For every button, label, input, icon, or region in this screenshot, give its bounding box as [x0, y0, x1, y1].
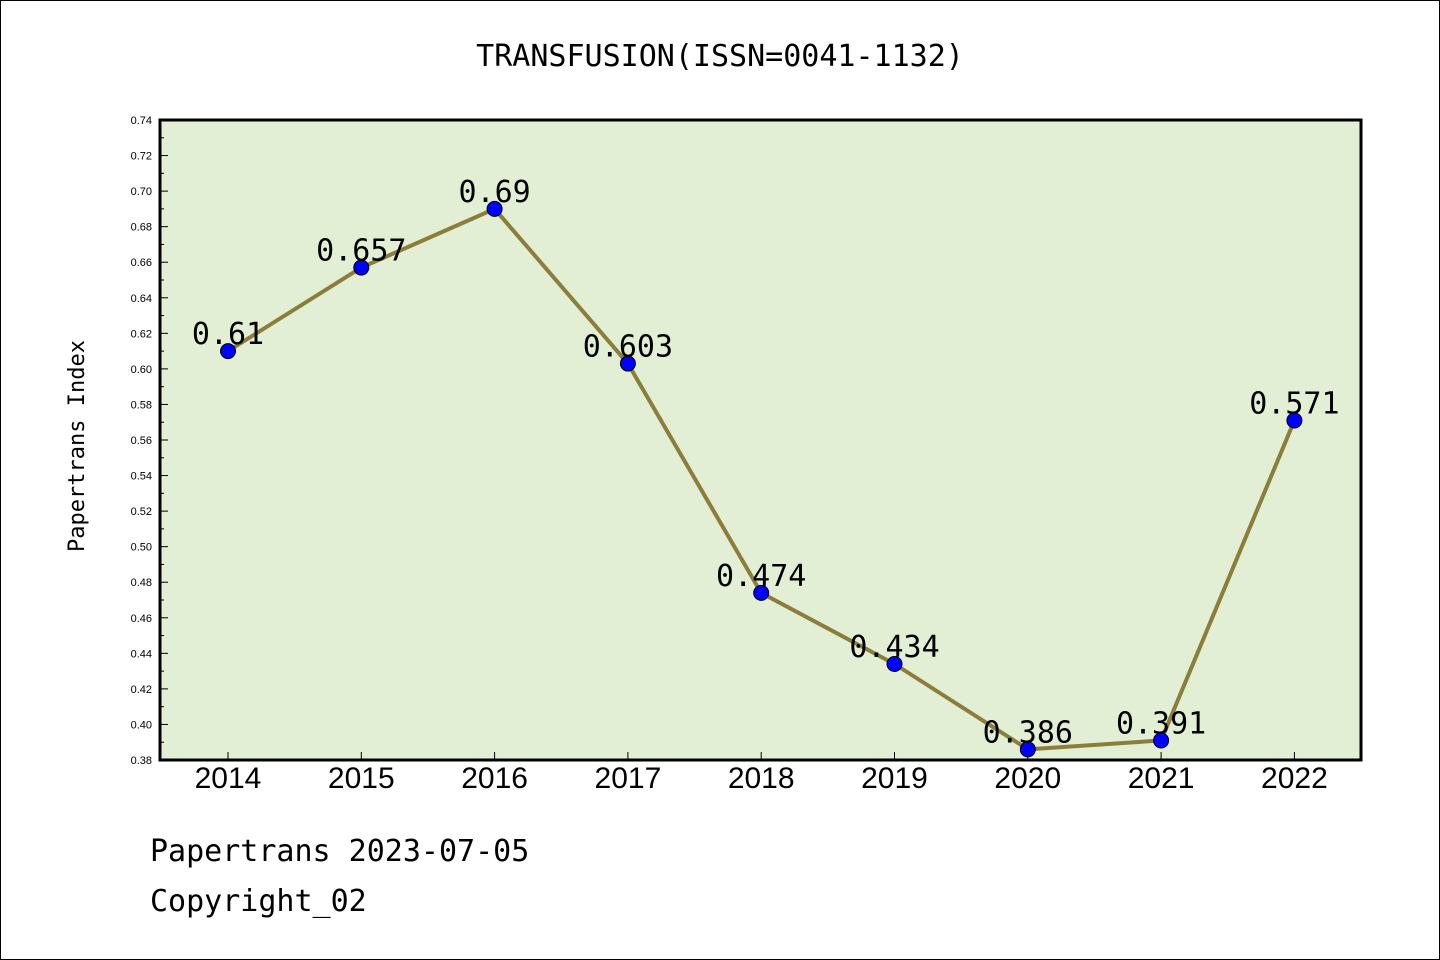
- data-label: 0.657: [316, 234, 406, 269]
- y-tick-label: 0.64: [131, 293, 152, 305]
- x-tick-label: 2020: [994, 762, 1061, 795]
- y-tick-label: 0.70: [131, 186, 152, 198]
- data-point: [1019, 741, 1036, 758]
- data-label: 0.434: [849, 630, 939, 665]
- data-label: 0.61: [192, 317, 264, 352]
- y-tick-label: 0.52: [131, 506, 152, 518]
- y-tick-label: 0.62: [131, 328, 152, 340]
- y-tick-label: 0.54: [131, 471, 152, 483]
- data-label: 0.69: [458, 175, 530, 210]
- y-tick-label: 0.46: [131, 613, 152, 625]
- data-point: [753, 584, 770, 601]
- plot-area: [158, 118, 1363, 762]
- footer-copyright: Copyright_02: [150, 884, 367, 919]
- x-tick-label: 2016: [461, 762, 528, 795]
- data-label: 0.474: [716, 559, 806, 594]
- y-tick-label: 0.38: [131, 755, 152, 767]
- data-point: [353, 259, 370, 276]
- chart-title: TRANSFUSION(ISSN=0041-1132): [476, 39, 964, 74]
- x-tick-label: 2017: [595, 762, 662, 795]
- y-tick-label: 0.48: [131, 577, 152, 589]
- x-tick-label: 2022: [1261, 762, 1328, 795]
- data-point: [1153, 732, 1170, 749]
- y-tick-label: 0.72: [131, 151, 152, 163]
- x-tick-label: 2015: [328, 762, 395, 795]
- y-tick-label: 0.68: [131, 222, 152, 234]
- data-label: 0.391: [1116, 706, 1206, 741]
- data-point: [619, 355, 636, 372]
- x-tick-label: 2019: [861, 762, 928, 795]
- data-label: 0.386: [983, 715, 1073, 750]
- data-point: [1286, 412, 1303, 429]
- data-point: [220, 343, 236, 360]
- y-tick-label: 0.74: [131, 115, 152, 127]
- x-tick-label: 2021: [1128, 762, 1195, 795]
- y-tick-label: 0.66: [131, 257, 152, 269]
- x-tick-label: 2014: [195, 762, 262, 795]
- y-axis-label: Papertrans Index: [65, 340, 90, 552]
- data-point: [486, 200, 503, 217]
- y-tick-label: 0.60: [131, 364, 152, 376]
- y-tick-label: 0.40: [131, 719, 152, 731]
- y-tick-label: 0.50: [131, 542, 152, 554]
- y-tick-label: 0.42: [131, 684, 152, 696]
- data-markers: [220, 200, 1303, 758]
- data-label: 0.571: [1249, 386, 1339, 421]
- y-tick-label: 0.56: [131, 435, 152, 447]
- data-label: 0.603: [583, 330, 673, 365]
- x-tick-label: 2018: [728, 762, 795, 795]
- y-tick-label: 0.58: [131, 399, 152, 411]
- data-labels: 0.61 0.657 0.69 0.603 0.474 0.434 0.386 0.391 0.…: [192, 175, 1340, 750]
- footer-date: Papertrans 2023-07-05: [150, 834, 530, 869]
- y-axis-ticks: 0.38 0.40 0.42 0.44 0.46 0.48 0.50 0.52 0.54 0.56…: [131, 115, 168, 767]
- x-axis-ticks: 2014 2015 2016 2017 2018 2019 2020 2021 2022: [195, 752, 1328, 795]
- y-tick-label: 0.44: [131, 648, 152, 660]
- data-point: [886, 656, 903, 672]
